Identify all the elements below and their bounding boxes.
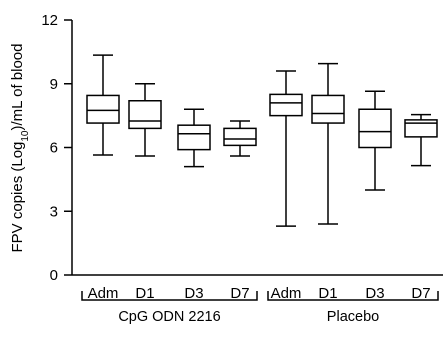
x-ticks: Adm D1 D3 D7 Adm D1 D3 D7 <box>88 285 431 302</box>
x-tick-label: Adm <box>88 285 119 302</box>
group-label: Placebo <box>327 309 379 325</box>
iqr-box <box>223 127 257 147</box>
boxes <box>86 54 438 227</box>
x-tick-label: Adm <box>271 285 302 302</box>
x-tick-label: D1 <box>318 285 337 302</box>
group-bracket <box>81 291 258 301</box>
y-tick-label: 9 <box>50 76 58 93</box>
x-tick-label: D3 <box>184 285 203 302</box>
y-ticks: 0 3 6 9 12 <box>41 12 72 284</box>
box-7 <box>358 90 392 191</box>
y-axis-title: FPV copies (Log10)/mL of blood <box>9 43 31 252</box>
box-5 <box>269 70 303 227</box>
group-bracket <box>267 291 439 301</box>
x-tick-label: D1 <box>135 285 154 302</box>
x-tick-label: D3 <box>365 285 384 302</box>
box-4 <box>223 120 257 157</box>
iqr-box <box>128 100 162 130</box>
iqr-box <box>177 124 211 151</box>
box-2 <box>128 83 162 157</box>
box-3 <box>177 108 211 168</box>
iqr-box <box>86 94 120 124</box>
x-tick-label: D7 <box>230 285 249 302</box>
group-label: CpG ODN 2216 <box>118 309 220 325</box>
iqr-box <box>269 93 303 117</box>
y-tick-label: 12 <box>41 12 58 29</box>
y-tick-label: 6 <box>50 140 58 157</box>
box-6 <box>311 62 345 225</box>
iqr-box <box>404 119 438 138</box>
iqr-box <box>311 94 345 124</box>
iqr-box <box>358 108 392 149</box>
box-8 <box>404 113 438 167</box>
x-tick-label: D7 <box>411 285 430 302</box>
y-tick-label: 3 <box>50 203 58 220</box>
y-tick-label: 0 <box>50 267 58 284</box>
group-brackets: CpG ODN 2216 Placebo <box>81 291 439 325</box>
box-1 <box>86 54 120 156</box>
